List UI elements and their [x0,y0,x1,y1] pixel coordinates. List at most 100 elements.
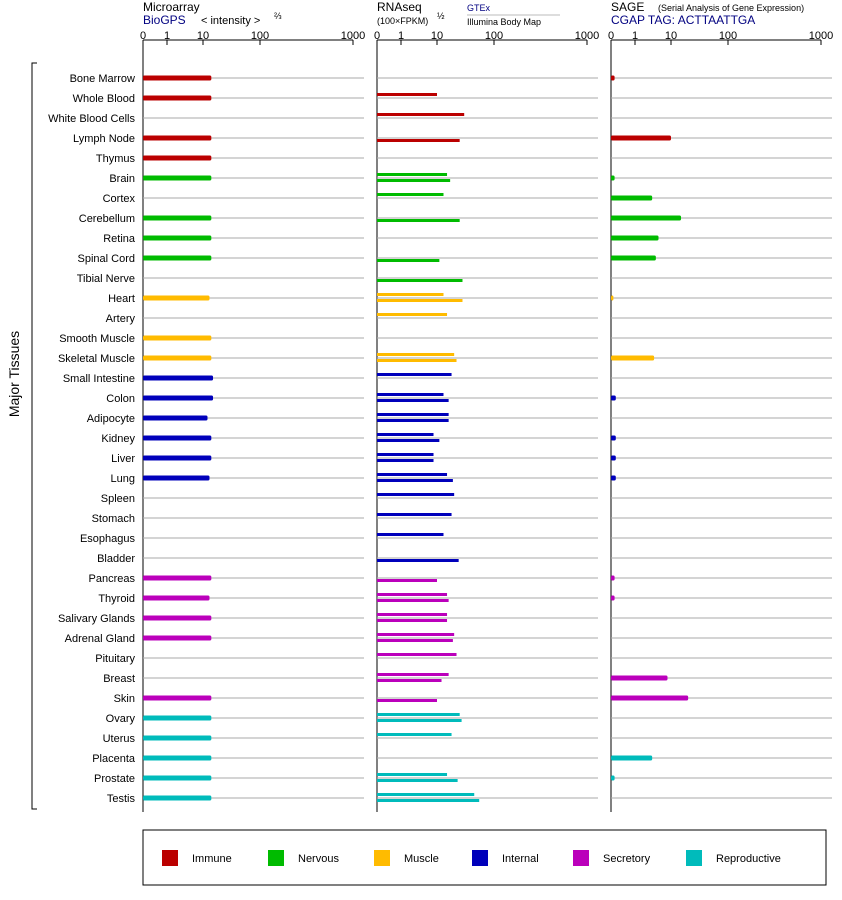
illumina-bar[interactable] [377,359,457,362]
gtex-bar[interactable] [377,313,448,316]
microarray-bar[interactable] [143,695,212,701]
microarray-bar[interactable] [143,475,210,481]
gtex-bar[interactable] [377,673,449,676]
tissue-label[interactable]: Adipocyte [87,413,135,425]
illumina-bar[interactable] [377,219,460,222]
tissue-label[interactable]: Small Intestine [63,373,135,385]
sage-bar[interactable] [611,215,682,221]
illumina-bar[interactable] [377,299,463,302]
tissue-label[interactable]: Placenta [92,753,136,765]
microarray-bar[interactable] [143,235,212,241]
tissue-label[interactable]: Lymph Node [73,133,135,145]
tissue-label[interactable]: Pancreas [89,573,136,585]
tissue-label[interactable]: Skin [114,693,135,705]
sage-bar[interactable] [611,195,653,201]
gtex-bar[interactable] [377,653,457,656]
tissue-label[interactable]: Colon [106,393,135,405]
tissue-label[interactable]: Cerebellum [79,213,135,225]
gtex-bar[interactable] [377,113,465,116]
illumina-bar[interactable] [377,639,453,642]
tissue-label[interactable]: Artery [106,313,136,325]
sage-bar[interactable] [611,575,615,581]
tissue-label[interactable]: Whole Blood [73,93,135,105]
gtex-bar[interactable] [377,733,452,736]
gtex-bar[interactable] [377,493,455,496]
tissue-label[interactable]: Skeletal Muscle [58,353,135,365]
tissue-label[interactable]: Brain [109,173,135,185]
sage-tag-link[interactable]: CGAP TAG: ACTTAATTGA [611,13,755,27]
tissue-label[interactable]: Ovary [106,713,136,725]
microarray-bar[interactable] [143,595,210,601]
sage-bar[interactable] [611,395,616,401]
microarray-bar[interactable] [143,395,214,401]
gtex-bar[interactable] [377,793,475,796]
microarray-bar[interactable] [143,735,212,741]
sage-bar[interactable] [611,75,615,81]
sage-bar[interactable] [611,695,689,701]
tissue-label[interactable]: Esophagus [80,533,136,545]
sage-bar[interactable] [611,255,656,261]
gtex-bar[interactable] [377,193,444,196]
tissue-label[interactable]: Smooth Muscle [59,333,135,345]
gtex-link[interactable]: GTEx [467,3,491,13]
tissue-label[interactable]: Salivary Glands [58,613,136,625]
tissue-label[interactable]: Prostate [94,773,135,785]
microarray-bar[interactable] [143,415,208,421]
tissue-label[interactable]: Bone Marrow [70,73,135,85]
microarray-bar[interactable] [143,135,212,141]
sage-bar[interactable] [611,175,615,181]
tissue-label[interactable]: Spleen [101,493,135,505]
microarray-bar[interactable] [143,75,212,81]
tissue-label[interactable]: Heart [108,293,135,305]
gtex-bar[interactable] [377,393,444,396]
microarray-bar[interactable] [143,295,210,301]
microarray-bar[interactable] [143,715,212,721]
gtex-bar[interactable] [377,433,434,436]
microarray-bar[interactable] [143,215,212,221]
microarray-bar[interactable] [143,775,212,781]
gtex-bar[interactable] [377,93,437,96]
sage-bar[interactable] [611,235,659,241]
tissue-label[interactable]: Adrenal Gland [65,633,135,645]
tissue-label[interactable]: Lung [111,473,135,485]
gtex-bar[interactable] [377,773,448,776]
tissue-label[interactable]: Uterus [103,733,136,745]
tissue-label[interactable]: Kidney [101,433,135,445]
tissue-label[interactable]: Thymus [96,153,136,165]
tissue-label[interactable]: Spinal Cord [78,253,135,265]
microarray-bar[interactable] [143,375,214,381]
microarray-bar[interactable] [143,255,212,261]
tissue-label[interactable]: Thyroid [98,593,135,605]
illumina-bar[interactable] [377,399,449,402]
tissue-label[interactable]: Tibial Nerve [77,273,135,285]
microarray-bar[interactable] [143,335,212,341]
gtex-bar[interactable] [377,373,452,376]
tissue-label[interactable]: White Blood Cells [48,113,135,125]
sage-bar[interactable] [611,135,671,141]
microarray-bar[interactable] [143,355,212,361]
tissue-label[interactable]: Pituitary [95,653,135,665]
sage-bar[interactable] [611,675,668,681]
illumina-bar[interactable] [377,179,451,182]
gtex-bar[interactable] [377,633,455,636]
illumina-bar[interactable] [377,479,453,482]
microarray-bar[interactable] [143,575,212,581]
microarray-bar[interactable] [143,95,212,101]
illumina-bar[interactable] [377,579,437,582]
sage-bar[interactable] [611,455,616,461]
gtex-bar[interactable] [377,593,448,596]
tissue-label[interactable]: Liver [111,453,135,465]
microarray-bar[interactable] [143,175,212,181]
illumina-bar[interactable] [377,699,437,702]
sage-bar[interactable] [611,355,655,361]
tissue-label[interactable]: Breast [103,673,135,685]
illumina-bar[interactable] [377,679,442,682]
illumina-bar[interactable] [377,279,463,282]
illumina-bar[interactable] [377,779,458,782]
gtex-bar[interactable] [377,613,448,616]
sage-bar[interactable] [611,595,615,601]
sage-bar[interactable] [611,755,653,761]
gtex-bar[interactable] [377,473,448,476]
tissue-label[interactable]: Bladder [97,553,135,565]
illumina-bar[interactable] [377,459,434,462]
